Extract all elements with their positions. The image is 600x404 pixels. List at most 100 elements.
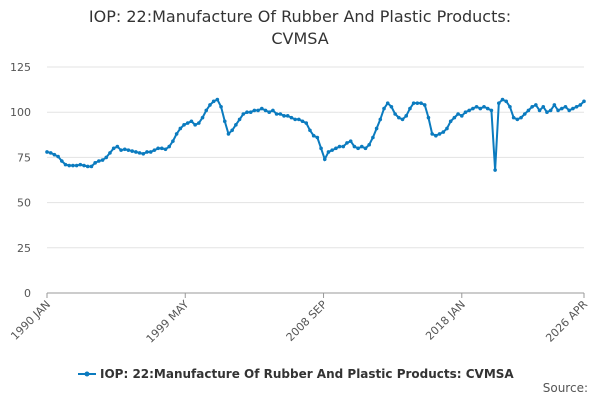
data-point bbox=[459, 114, 464, 118]
data-point bbox=[485, 106, 490, 111]
data-point bbox=[267, 110, 272, 114]
data-point bbox=[478, 106, 483, 111]
data-point bbox=[111, 146, 116, 151]
data-point bbox=[74, 163, 79, 168]
data-point bbox=[582, 99, 586, 104]
data-point bbox=[215, 97, 220, 102]
data-point bbox=[182, 123, 186, 127]
data-point bbox=[571, 106, 575, 111]
data-point bbox=[315, 135, 320, 140]
data-point bbox=[467, 108, 471, 113]
data-point bbox=[78, 162, 83, 167]
data-point bbox=[382, 106, 386, 111]
data-point bbox=[500, 97, 505, 102]
data-point bbox=[567, 108, 571, 113]
data-point bbox=[452, 115, 457, 120]
y-tick-label: 25 bbox=[17, 242, 31, 255]
data-point bbox=[97, 159, 101, 163]
data-point bbox=[134, 150, 138, 154]
source: Source: bbox=[543, 381, 588, 395]
data-point bbox=[137, 151, 142, 155]
data-point bbox=[385, 101, 390, 105]
data-point bbox=[52, 152, 57, 157]
data-point bbox=[178, 126, 183, 131]
data-point bbox=[474, 104, 479, 109]
data-point bbox=[256, 108, 260, 113]
data-point bbox=[148, 150, 153, 154]
y-tick-label: 0 bbox=[24, 287, 31, 300]
data-point bbox=[308, 128, 312, 133]
data-point bbox=[345, 141, 349, 145]
data-point bbox=[471, 106, 475, 111]
data-point bbox=[71, 163, 75, 168]
data-point bbox=[434, 133, 438, 138]
data-point bbox=[497, 101, 501, 105]
data-point bbox=[171, 139, 175, 143]
data-point bbox=[119, 148, 123, 152]
data-point bbox=[508, 104, 512, 109]
data-point bbox=[122, 147, 127, 152]
data-point bbox=[322, 157, 327, 162]
y-tick-label: 50 bbox=[17, 197, 31, 210]
x-tick-label: 2018 JAN bbox=[423, 298, 468, 343]
x-tick-label: 2008 SEP bbox=[284, 298, 330, 344]
chart-title: CVMSA bbox=[271, 29, 328, 48]
data-point bbox=[348, 139, 353, 143]
data-point bbox=[145, 150, 149, 154]
data-point bbox=[126, 148, 131, 152]
data-point bbox=[448, 119, 453, 124]
data-point bbox=[152, 148, 157, 152]
data-point bbox=[56, 154, 60, 159]
data-point bbox=[219, 104, 223, 109]
data-point bbox=[163, 147, 168, 152]
data-point bbox=[393, 112, 397, 116]
data-point bbox=[60, 159, 64, 163]
data-point bbox=[445, 126, 449, 131]
data-point bbox=[574, 104, 579, 109]
data-point bbox=[422, 103, 427, 107]
data-point bbox=[274, 112, 279, 116]
data-point bbox=[378, 117, 383, 122]
data-point bbox=[300, 119, 305, 124]
data-point bbox=[248, 110, 253, 114]
data-point bbox=[526, 108, 531, 113]
data-point bbox=[108, 151, 112, 155]
data-point bbox=[515, 117, 520, 122]
data-point bbox=[85, 164, 90, 169]
data-point bbox=[519, 115, 523, 120]
data-point bbox=[522, 112, 527, 116]
data-point bbox=[174, 132, 179, 136]
data-point bbox=[482, 104, 486, 109]
data-point bbox=[456, 112, 460, 116]
data-point bbox=[493, 168, 497, 172]
data-point bbox=[45, 150, 49, 154]
data-point bbox=[234, 123, 238, 127]
x-tick-label: 1990 JAN bbox=[8, 298, 53, 343]
data-point bbox=[367, 142, 372, 147]
data-point bbox=[241, 112, 246, 116]
legend-marker bbox=[84, 371, 90, 377]
data-point bbox=[252, 108, 257, 113]
data-point bbox=[534, 103, 538, 107]
data-point bbox=[226, 132, 231, 136]
data-point bbox=[489, 108, 494, 113]
data-point bbox=[552, 103, 557, 107]
y-tick-label: 100 bbox=[10, 106, 31, 119]
data-point bbox=[285, 114, 290, 118]
y-tick-label: 125 bbox=[10, 61, 31, 74]
data-point bbox=[359, 144, 364, 149]
data-point bbox=[511, 115, 516, 120]
data-point bbox=[63, 162, 68, 167]
data-point bbox=[48, 151, 53, 155]
data-point bbox=[548, 108, 553, 113]
data-point bbox=[297, 117, 301, 122]
data-point bbox=[337, 144, 342, 149]
data-point bbox=[341, 144, 346, 149]
data-point bbox=[578, 103, 583, 107]
data-point bbox=[363, 146, 368, 151]
data-point bbox=[463, 110, 468, 114]
data-point bbox=[411, 101, 416, 105]
data-point bbox=[400, 117, 405, 122]
data-point bbox=[374, 126, 379, 131]
